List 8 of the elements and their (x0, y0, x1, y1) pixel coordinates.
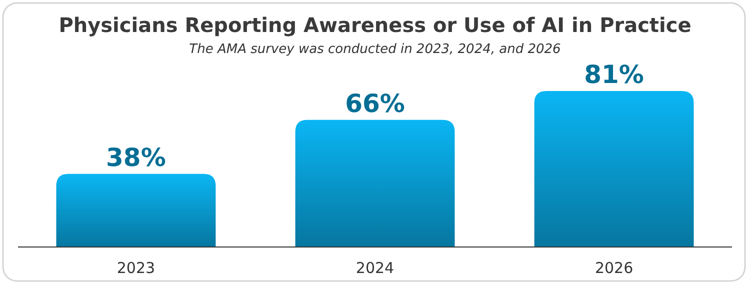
data-label: 38% (106, 142, 166, 172)
x-tick-label: 2023 (116, 259, 156, 277)
data-label: 66% (345, 88, 405, 118)
chart-title: Physicians Reporting Awareness or Use of AI in Practice (58, 13, 692, 37)
x-tick-label: 2024 (356, 259, 394, 277)
x-tick-label: 2026 (594, 259, 634, 277)
chart-subtitle: The AMA survey was conducted in 2023, 2024, and 2026 (189, 42, 561, 57)
data-label: 81% (584, 60, 644, 89)
